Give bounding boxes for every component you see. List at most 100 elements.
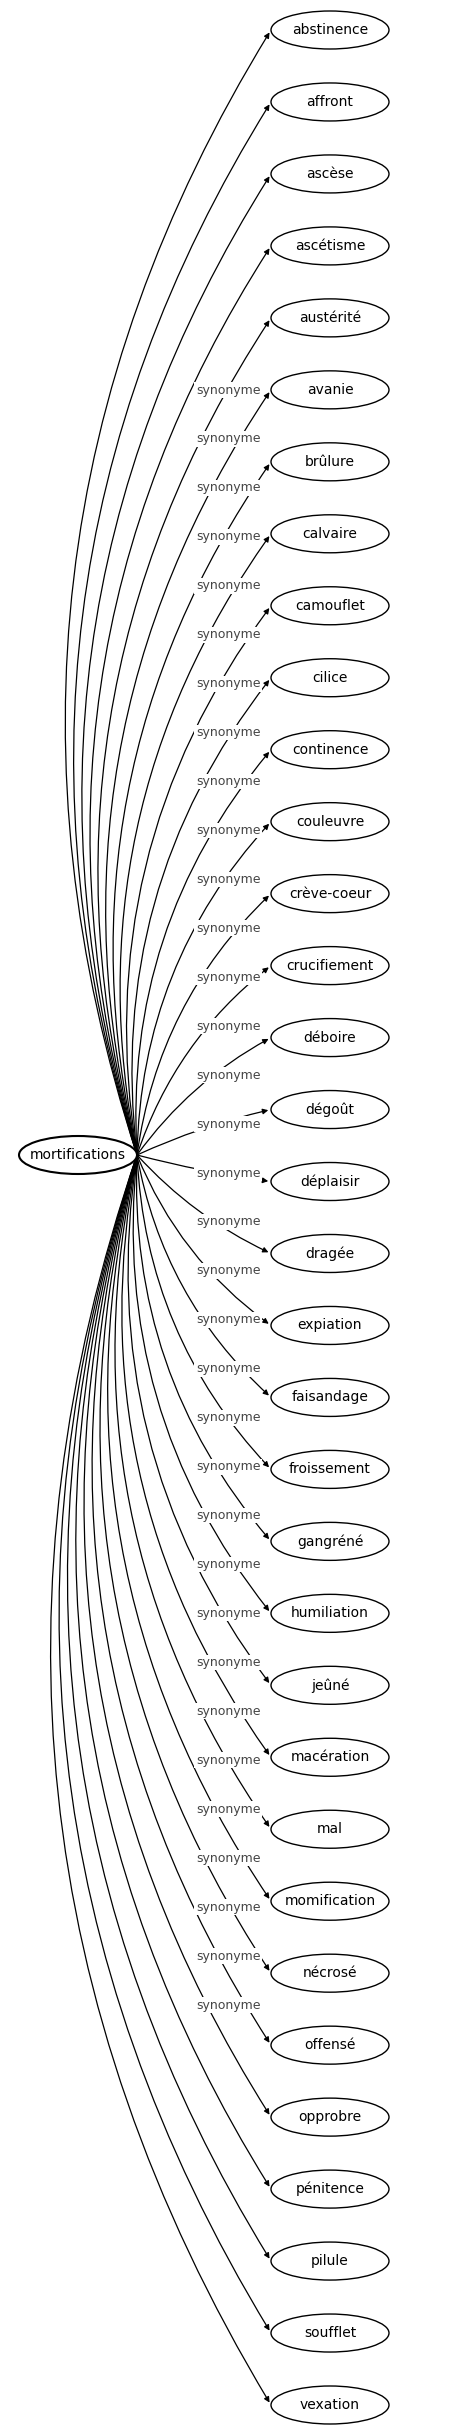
Ellipse shape [270,1882,388,1921]
FancyArrowPatch shape [137,1154,268,1466]
FancyArrowPatch shape [133,1154,268,1610]
FancyArrowPatch shape [108,1154,268,1897]
FancyArrowPatch shape [82,178,268,1154]
FancyArrowPatch shape [137,1154,266,1183]
Text: faisandage: faisandage [291,1390,367,1405]
FancyArrowPatch shape [59,1154,268,2330]
Text: ascèse: ascèse [306,168,353,180]
Text: synonyme: synonyme [196,677,260,689]
FancyArrowPatch shape [137,1110,267,1154]
Text: pénitence: pénitence [295,2182,364,2196]
FancyArrowPatch shape [132,682,268,1154]
Text: synonyme: synonyme [196,1264,260,1278]
Text: jeûné: jeûné [310,1678,348,1692]
Text: abstinence: abstinence [291,22,367,37]
Text: synonyme: synonyme [196,823,260,838]
Text: couleuvre: couleuvre [295,816,363,828]
Ellipse shape [270,804,388,840]
FancyArrowPatch shape [67,1154,268,2257]
Text: affront: affront [306,95,353,110]
Ellipse shape [270,1018,388,1057]
Text: synonyme: synonyme [196,628,260,640]
Ellipse shape [270,83,388,122]
Text: synonyme: synonyme [196,531,260,543]
Ellipse shape [270,1161,388,1200]
Ellipse shape [270,2026,388,2065]
Text: synonyme: synonyme [196,726,260,740]
Ellipse shape [270,1739,388,1775]
Text: gangréné: gangréné [296,1534,362,1549]
Text: calvaire: calvaire [302,526,357,541]
FancyArrowPatch shape [84,1154,268,2114]
FancyArrowPatch shape [126,609,268,1154]
Ellipse shape [270,660,388,696]
Ellipse shape [270,2243,388,2279]
Text: synonyme: synonyme [196,1902,260,1914]
Text: synonyme: synonyme [196,433,260,446]
Text: froissement: froissement [288,1463,370,1476]
Text: synonyme: synonyme [196,1753,260,1768]
FancyArrowPatch shape [100,1154,268,1970]
FancyArrowPatch shape [98,321,268,1154]
Text: humiliation: humiliation [290,1607,368,1619]
Ellipse shape [270,514,388,553]
Text: synonyme: synonyme [196,1312,260,1327]
Ellipse shape [270,370,388,409]
FancyArrowPatch shape [137,1154,267,1322]
Ellipse shape [270,2170,388,2209]
Text: cilice: cilice [312,670,347,684]
FancyArrowPatch shape [137,1154,267,1252]
Text: synonyme: synonyme [196,1656,260,1668]
Text: expiation: expiation [297,1317,361,1332]
Ellipse shape [270,730,388,769]
Text: nécrosé: nécrosé [302,1965,357,1980]
Ellipse shape [270,1522,388,1561]
Text: ascétisme: ascétisme [294,239,365,253]
Ellipse shape [270,1809,388,1848]
Ellipse shape [270,156,388,192]
FancyArrowPatch shape [137,896,268,1154]
Text: brûlure: brûlure [304,455,354,470]
Text: synonyme: synonyme [196,872,260,886]
Ellipse shape [270,300,388,336]
FancyArrowPatch shape [65,34,268,1154]
FancyArrowPatch shape [73,105,268,1154]
Ellipse shape [270,12,388,49]
Ellipse shape [270,2386,388,2423]
Text: mortifications: mortifications [30,1147,126,1161]
Ellipse shape [270,226,388,265]
FancyArrowPatch shape [136,1154,268,1539]
Text: synonyme: synonyme [196,1950,260,1963]
Text: synonyme: synonyme [196,1118,260,1130]
FancyArrowPatch shape [115,1154,268,1826]
Text: synonyme: synonyme [196,1704,260,1717]
Ellipse shape [270,2099,388,2135]
Ellipse shape [270,587,388,626]
Text: synonyme: synonyme [196,1510,260,1522]
FancyArrowPatch shape [76,1154,268,2187]
Text: dragée: dragée [305,1247,354,1261]
Ellipse shape [270,1091,388,1127]
Text: mal: mal [317,1821,342,1836]
Text: synonyme: synonyme [196,382,260,397]
Text: crève-coeur: crève-coeur [288,886,370,901]
Text: opprobre: opprobre [298,2111,361,2123]
Text: synonyme: synonyme [196,1558,260,1571]
FancyArrowPatch shape [136,752,268,1154]
Text: déboire: déboire [303,1030,356,1045]
FancyArrowPatch shape [137,1154,268,1395]
Ellipse shape [270,1955,388,1992]
Ellipse shape [19,1137,137,1174]
FancyArrowPatch shape [137,1040,267,1154]
FancyArrowPatch shape [120,538,268,1154]
FancyArrowPatch shape [137,825,268,1154]
Text: macération: macération [290,1751,369,1765]
Text: pilule: pilule [310,2255,348,2267]
Text: synonyme: synonyme [196,1069,260,1081]
Text: soufflet: soufflet [303,2325,356,2340]
Ellipse shape [270,1308,388,1344]
Text: momification: momification [284,1894,375,1909]
FancyArrowPatch shape [90,248,268,1154]
Text: synonyme: synonyme [196,1361,260,1376]
Text: vexation: vexation [299,2398,359,2413]
